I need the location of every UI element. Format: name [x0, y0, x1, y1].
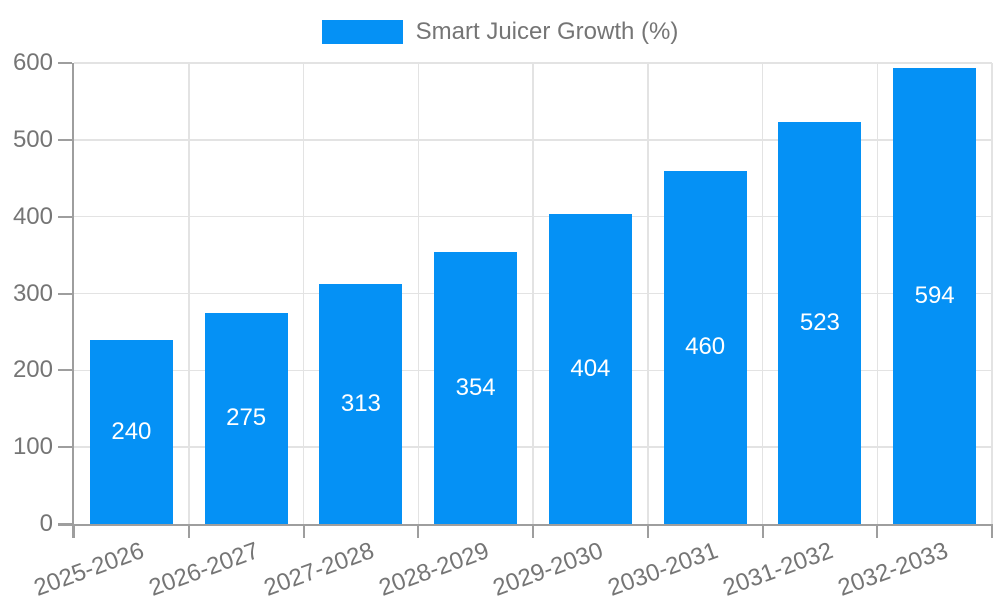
- bar-value-label: 460: [685, 333, 726, 361]
- x-axis-line: [58, 524, 992, 526]
- x-tick: [761, 524, 764, 538]
- y-axis-tick-label: 0: [39, 510, 53, 537]
- legend-swatch: [321, 20, 403, 44]
- y-tick: [58, 446, 72, 449]
- v-gridline: [991, 63, 993, 524]
- x-tick: [417, 524, 420, 538]
- v-gridline: [647, 63, 649, 524]
- bar-value-label: 313: [340, 389, 381, 417]
- y-axis-tick-label: 500: [12, 125, 53, 153]
- y-axis-tick-label: 600: [12, 49, 53, 76]
- bar-value-label: 275: [226, 404, 267, 432]
- v-gridline: [417, 63, 419, 524]
- v-gridline: [876, 63, 878, 524]
- y-tick: [58, 62, 72, 64]
- legend-item[interactable]: Smart Juicer Growth (%): [0, 19, 1000, 45]
- y-axis-tick-label: 200: [12, 356, 53, 384]
- bar[interactable]: [89, 339, 173, 524]
- y-axis-tick-label: 100: [12, 433, 53, 461]
- y-axis-tick-label: 300: [12, 279, 53, 307]
- x-tick: [876, 524, 879, 538]
- y-tick: [58, 523, 72, 525]
- bar-value-label: 240: [111, 417, 152, 445]
- bar[interactable]: [548, 213, 632, 524]
- bar-value-label: 404: [570, 354, 611, 382]
- bar[interactable]: [778, 122, 862, 524]
- bar[interactable]: [663, 170, 747, 524]
- bar-value-label: 594: [914, 281, 955, 309]
- v-gridline: [761, 63, 764, 524]
- y-axis-tick-label: 400: [12, 202, 53, 230]
- y-axis-line: [72, 63, 74, 538]
- y-tick: [58, 138, 72, 141]
- x-tick: [532, 524, 534, 538]
- bar[interactable]: [204, 312, 288, 524]
- bar-value-label: 354: [455, 374, 496, 401]
- x-tick: [187, 524, 190, 538]
- bar-value-label: 523: [799, 309, 840, 337]
- x-tick: [73, 524, 75, 538]
- v-gridline: [302, 63, 305, 524]
- v-gridline: [188, 63, 190, 524]
- v-gridline: [532, 63, 534, 524]
- y-tick: [58, 292, 72, 295]
- y-tick: [58, 215, 72, 218]
- x-tick: [302, 524, 305, 538]
- y-tick: [58, 369, 72, 372]
- bar[interactable]: [319, 283, 403, 524]
- x-tick: [991, 524, 993, 538]
- bar[interactable]: [893, 67, 977, 524]
- bar[interactable]: [434, 252, 518, 524]
- x-tick: [646, 524, 649, 538]
- legend-label: Smart Juicer Growth (%): [415, 18, 679, 45]
